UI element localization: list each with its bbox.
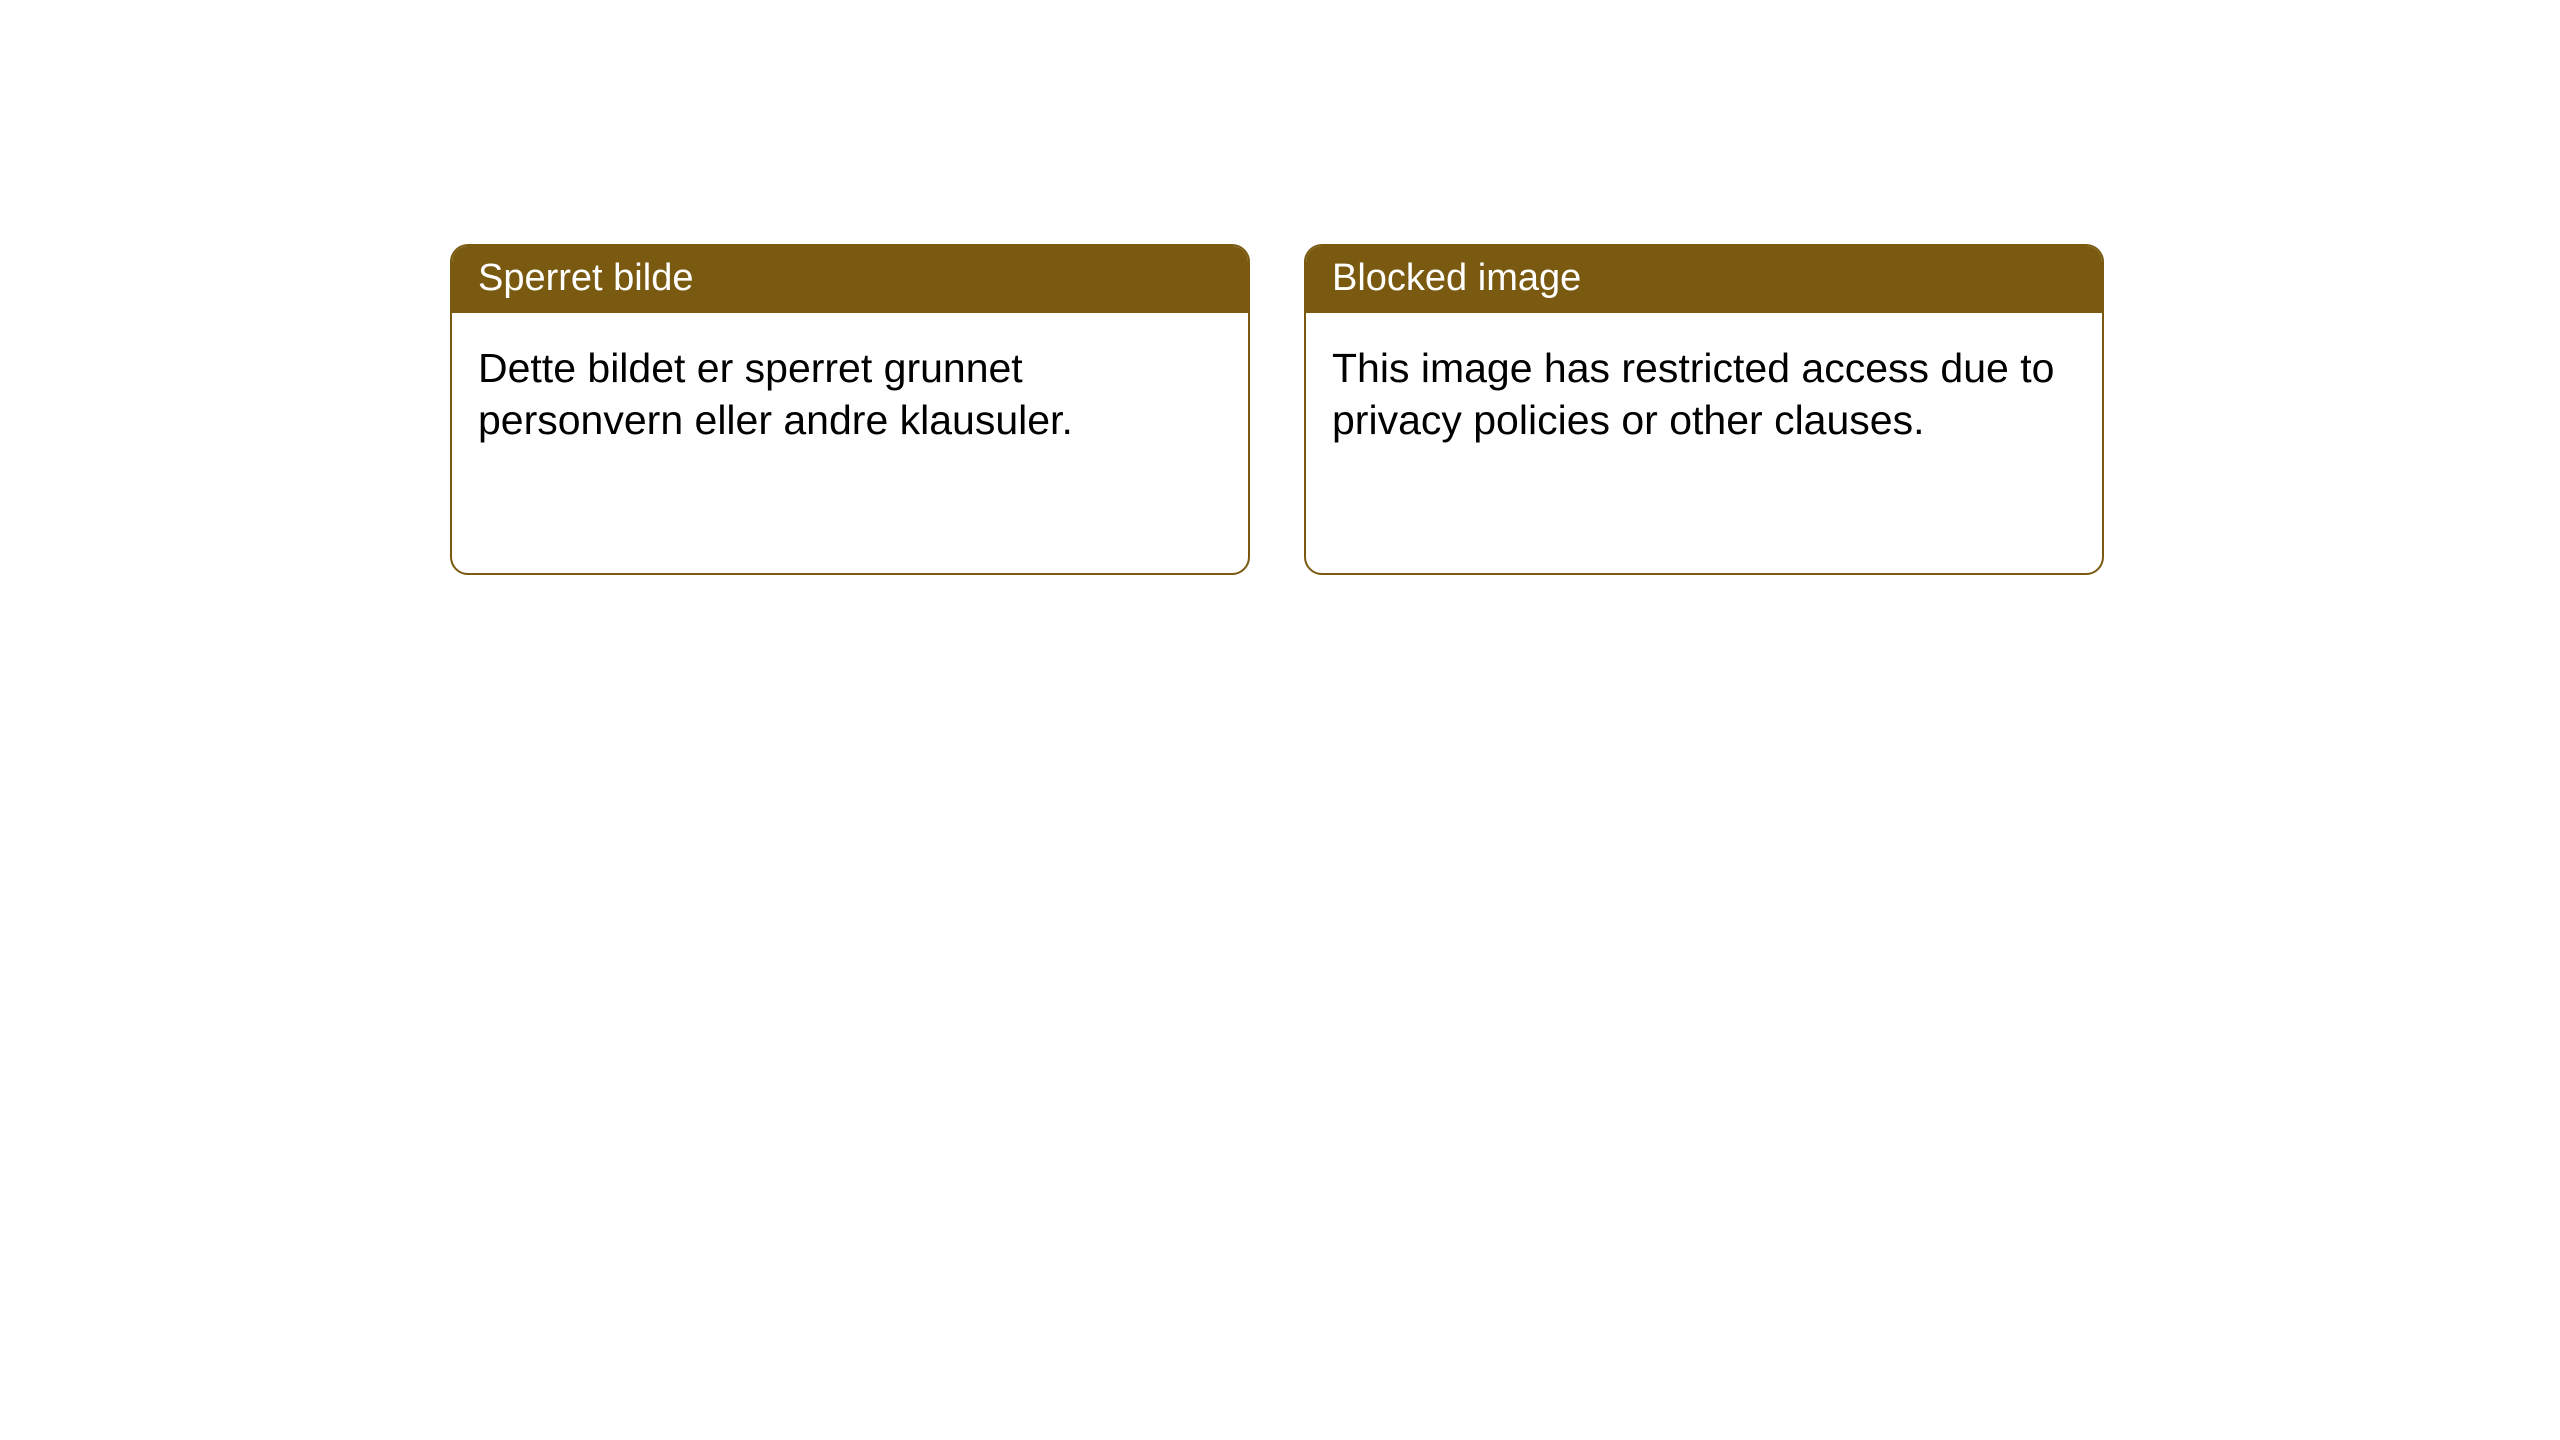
- notice-header-english: Blocked image: [1306, 246, 2102, 313]
- notice-container: Sperret bilde Dette bildet er sperret gr…: [450, 244, 2104, 575]
- notice-card-norwegian: Sperret bilde Dette bildet er sperret gr…: [450, 244, 1250, 575]
- notice-body-english: This image has restricted access due to …: [1306, 313, 2102, 476]
- notice-body-norwegian: Dette bildet er sperret grunnet personve…: [452, 313, 1248, 476]
- notice-card-english: Blocked image This image has restricted …: [1304, 244, 2104, 575]
- notice-header-norwegian: Sperret bilde: [452, 246, 1248, 313]
